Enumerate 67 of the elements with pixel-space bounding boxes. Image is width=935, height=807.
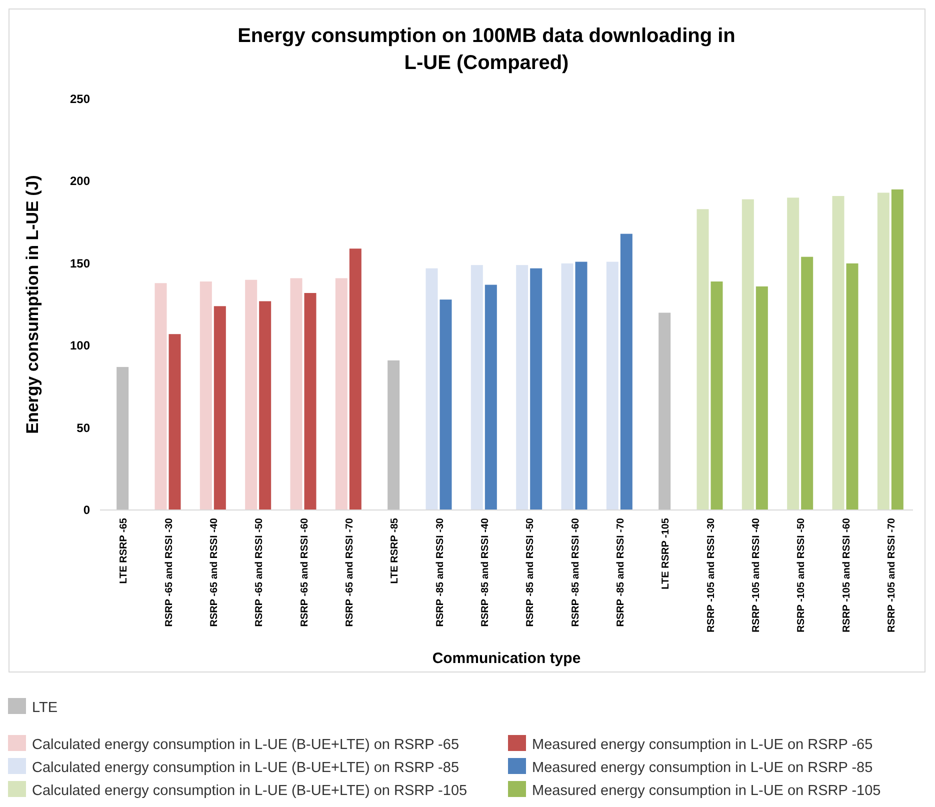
x-tick-label: LTE RSRP -65 bbox=[118, 518, 130, 584]
x-tick-label: RSRP -65 and RSSI -50 bbox=[254, 518, 266, 627]
bar bbox=[787, 198, 800, 510]
bar bbox=[696, 209, 709, 510]
legend-label: Measured energy consumption in L-UE on RSRP -105 bbox=[532, 783, 881, 799]
x-tick-label: RSRP -85 and RSSI -30 bbox=[434, 518, 446, 627]
bar bbox=[710, 281, 723, 510]
bar bbox=[801, 256, 814, 510]
bar bbox=[116, 366, 129, 510]
x-tick-label: RSRP -105 and RSSI -40 bbox=[750, 518, 762, 632]
legend-label: Calculated energy consumption in L-UE (B-UE+LTE) on RSRP -65 bbox=[32, 737, 460, 753]
y-tick-label: 100 bbox=[70, 338, 90, 353]
y-tick-label: 200 bbox=[70, 174, 90, 188]
y-tick-label: 250 bbox=[70, 92, 90, 106]
y-tick-label: 50 bbox=[76, 420, 90, 435]
bar bbox=[168, 334, 181, 510]
x-tick-label: RSRP -65 and RSSI -30 bbox=[164, 518, 175, 627]
bar bbox=[290, 278, 302, 510]
bar bbox=[620, 234, 632, 510]
bar bbox=[335, 278, 348, 510]
legend-label: Calculated energy consumption in L-UE (B-UE+LTE) on RSRP -105 bbox=[32, 783, 468, 799]
bar bbox=[846, 263, 858, 510]
y-tick-label: 150 bbox=[70, 256, 90, 270]
legend-label: LTE bbox=[32, 700, 58, 716]
x-tick-label: RSRP -85 and RSSI -70 bbox=[615, 518, 626, 627]
bar bbox=[304, 292, 316, 510]
bar bbox=[426, 268, 438, 510]
bar bbox=[470, 265, 483, 510]
bar bbox=[742, 199, 754, 510]
x-tick-label: RSRP -85 and RSSI -60 bbox=[570, 518, 582, 627]
bar bbox=[561, 263, 574, 510]
bar bbox=[214, 306, 226, 510]
x-tick-label: RSRP -65 and RSSI -60 bbox=[299, 518, 310, 627]
bar bbox=[388, 360, 400, 510]
bar bbox=[440, 300, 452, 510]
y-tick-label: 0 bbox=[83, 503, 90, 517]
bar bbox=[575, 262, 588, 510]
bar bbox=[756, 286, 768, 510]
bar bbox=[530, 268, 542, 510]
x-tick-label: LTE RSRP -105 bbox=[660, 518, 672, 590]
bar bbox=[832, 196, 844, 510]
bar bbox=[200, 281, 212, 510]
chart-title: Energy consumption on 100MB data downloading in L-UE (Compared) bbox=[238, 25, 736, 74]
bar bbox=[349, 248, 362, 510]
bar bbox=[891, 189, 904, 510]
x-tick-label: RSRP -105 and RSSI -70 bbox=[886, 518, 898, 632]
x-tick-label: RSRP -105 and RSSI -60 bbox=[841, 518, 852, 632]
legend-label: Measured energy consumption in L-UE on RSRP -65 bbox=[532, 737, 873, 753]
x-tick-label: RSRP -105 and RSSI -50 bbox=[796, 518, 808, 632]
bar bbox=[484, 284, 497, 510]
x-axis-title: Communication type bbox=[432, 650, 581, 667]
bar bbox=[606, 262, 618, 510]
x-tick-label: LTE RSRP -85 bbox=[390, 518, 401, 584]
bar bbox=[245, 280, 258, 510]
y-axis-title: Energy consumption in L-UE (J) bbox=[23, 175, 42, 434]
x-tick-label: RSRP -65 and RSSI -70 bbox=[344, 518, 356, 627]
x-tick-label: RSRP -105 and RSSI -30 bbox=[706, 518, 717, 632]
legend-label: Calculated energy consumption in L-UE (B-UE+LTE) on RSRP -85 bbox=[32, 760, 460, 776]
x-tick-label: RSRP -65 and RSSI -40 bbox=[208, 518, 220, 627]
bar bbox=[154, 283, 167, 510]
x-tick-label: RSRP -85 and RSSI -40 bbox=[480, 518, 491, 627]
bar bbox=[877, 192, 890, 510]
bar bbox=[516, 265, 528, 510]
x-tick-label: RSRP -85 and RSSI -50 bbox=[525, 518, 536, 627]
legend-label: Measured energy consumption in L-UE on RSRP -85 bbox=[532, 760, 873, 776]
bar bbox=[259, 301, 272, 510]
bar bbox=[658, 312, 671, 510]
